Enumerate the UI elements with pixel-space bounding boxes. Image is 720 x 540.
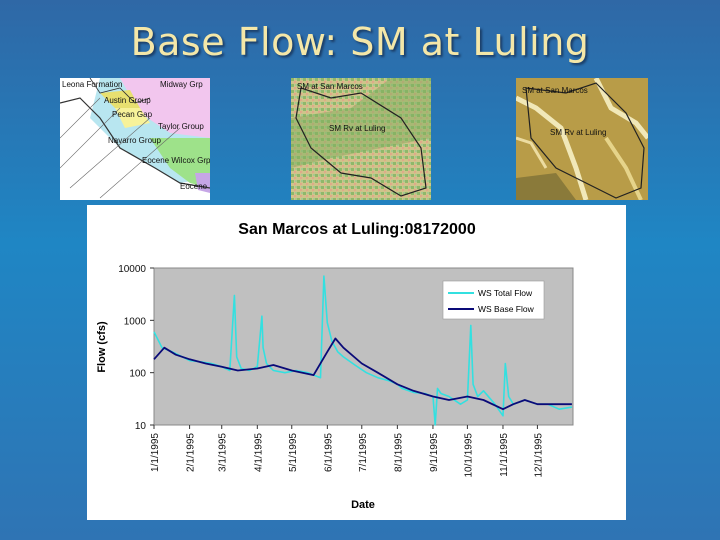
- x-tick-label: 2/1/1995: [186, 433, 197, 472]
- map-label: Eocene Wilcox Grp: [142, 156, 210, 165]
- map-label: Eocene: [180, 182, 208, 191]
- y-tick-label: 10000: [118, 264, 146, 275]
- map-label: Navarro Group: [108, 136, 161, 145]
- legend-total-label: WS Total Flow: [478, 288, 533, 298]
- chart-panel: San Marcos at Luling:08172000 10 100 1000 1…: [87, 205, 626, 520]
- map-label: Leona Formation: [62, 80, 123, 89]
- total-flow-line: [153, 275, 573, 426]
- slide-title: Base Flow: SM at Luling: [130, 20, 590, 64]
- base-flow-line: [153, 337, 572, 411]
- x-tick-label: 9/1/1995: [429, 433, 440, 472]
- y-axis-label: Flow (cfs): [96, 321, 108, 373]
- map-label: Midway Grp: [160, 80, 203, 89]
- map-label: Austin Group: [104, 96, 151, 105]
- legend-base-label: WS Base Flow: [478, 304, 535, 314]
- x-tick-label: 3/1/1995: [218, 433, 229, 472]
- map-label: Pecan Gap: [112, 110, 153, 119]
- x-tick-label: 10/1/1995: [463, 433, 474, 478]
- x-tick-label: 5/1/1995: [288, 433, 299, 472]
- x-axis-label: Date: [351, 499, 375, 511]
- x-tick-label: 4/1/1995: [253, 433, 264, 472]
- legend-box: [442, 280, 545, 320]
- flow-chart: San Marcos at Luling:08172000 10 100 1000 1…: [96, 221, 574, 511]
- y-tick-label: 1000: [124, 316, 147, 327]
- y-tick-label: 10: [135, 421, 147, 432]
- y-tick-label: 100: [129, 369, 146, 380]
- map-label: SM at San Marcos: [522, 86, 588, 95]
- geology-map-image: Leona Formation Austin Group Pecan Gap N…: [60, 78, 210, 200]
- chart-title: San Marcos at Luling:08172000: [238, 221, 476, 238]
- map-label: SM Rv at Luling: [329, 124, 386, 133]
- legend: WS Total Flow WS Base Flow: [442, 280, 545, 320]
- soil-map-image: SM at San Marcos SM Rv at Luling: [516, 78, 648, 200]
- x-tick-label: 6/1/1995: [323, 433, 334, 472]
- x-tick-label: 11/1/1995: [499, 433, 510, 477]
- x-tick-label: 1/1/1995: [150, 433, 161, 472]
- x-tick-label: 7/1/1995: [358, 433, 369, 472]
- map-label: SM Rv at Luling: [550, 128, 607, 137]
- x-tick-label: 12/1/1995: [533, 433, 544, 478]
- land-cover-map-image: SM at San Marcos SM Rv at Luling: [291, 78, 431, 200]
- x-tick-label: 8/1/1995: [393, 433, 404, 472]
- map-label: Taylor Group: [158, 122, 204, 131]
- map-label: SM at San Marcos: [297, 82, 363, 91]
